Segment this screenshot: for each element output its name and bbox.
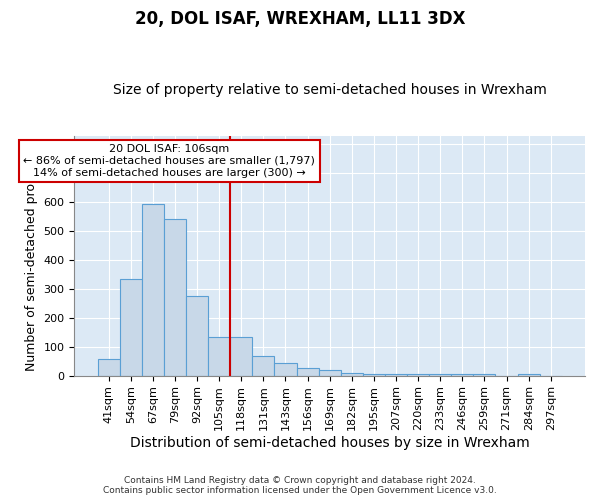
- Bar: [186, 296, 208, 376]
- Bar: [385, 374, 407, 376]
- Bar: [230, 336, 253, 376]
- Bar: [164, 220, 186, 376]
- Bar: [119, 279, 142, 376]
- Bar: [253, 356, 274, 376]
- Bar: [341, 372, 363, 376]
- Bar: [407, 374, 429, 376]
- Bar: [319, 370, 341, 376]
- Text: 20, DOL ISAF, WREXHAM, LL11 3DX: 20, DOL ISAF, WREXHAM, LL11 3DX: [135, 10, 465, 28]
- X-axis label: Distribution of semi-detached houses by size in Wrexham: Distribution of semi-detached houses by …: [130, 436, 530, 450]
- Bar: [363, 374, 385, 376]
- Bar: [274, 364, 296, 376]
- Bar: [451, 374, 473, 376]
- Y-axis label: Number of semi-detached properties: Number of semi-detached properties: [25, 140, 38, 372]
- Bar: [473, 374, 496, 376]
- Bar: [518, 374, 539, 376]
- Bar: [142, 204, 164, 376]
- Bar: [296, 368, 319, 376]
- Bar: [429, 374, 451, 376]
- Title: Size of property relative to semi-detached houses in Wrexham: Size of property relative to semi-detach…: [113, 83, 547, 97]
- Text: Contains HM Land Registry data © Crown copyright and database right 2024.
Contai: Contains HM Land Registry data © Crown c…: [103, 476, 497, 495]
- Bar: [208, 336, 230, 376]
- Text: 20 DOL ISAF: 106sqm
← 86% of semi-detached houses are smaller (1,797)
14% of sem: 20 DOL ISAF: 106sqm ← 86% of semi-detach…: [23, 144, 316, 178]
- Bar: [98, 359, 119, 376]
